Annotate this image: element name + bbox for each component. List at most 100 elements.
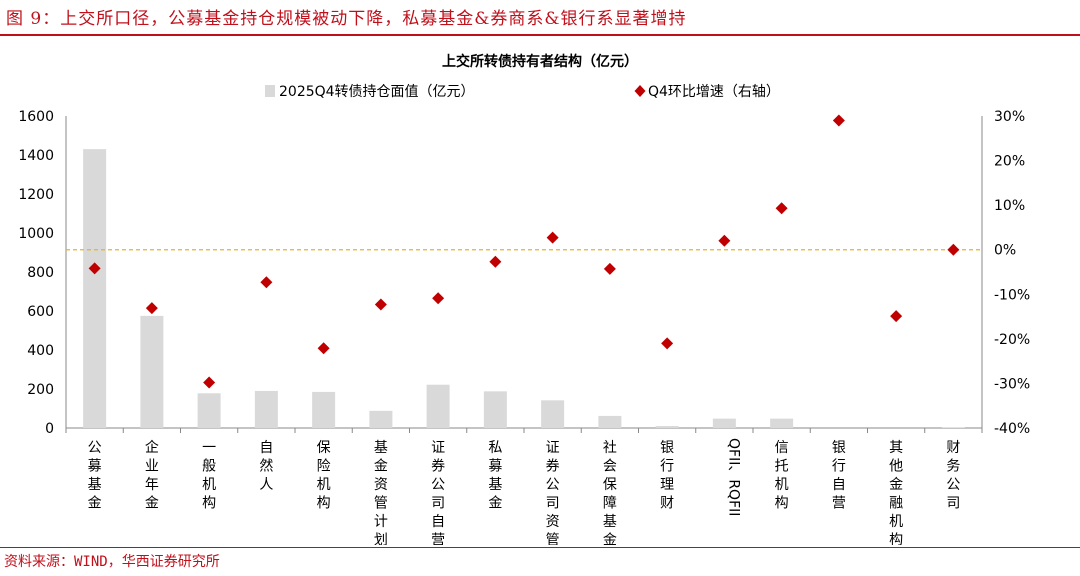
x-category-char: 基 — [603, 513, 617, 530]
bar — [426, 384, 450, 428]
marker-point — [718, 234, 731, 247]
x-category-char: 私 — [488, 440, 502, 456]
x-category-char: 企 — [145, 439, 159, 456]
bar — [712, 418, 736, 428]
x-category-char: 划 — [374, 533, 388, 546]
x-category-char: 募 — [88, 459, 102, 475]
x-category-char: 基 — [374, 439, 388, 456]
x-category-char: 融 — [889, 496, 903, 512]
y-right-tick-label: -40% — [994, 421, 1030, 437]
y-left-tick-label: 200 — [27, 382, 54, 398]
x-category-char: 司 — [546, 496, 560, 512]
x-category-char: 机 — [317, 477, 331, 493]
y-left-tick-label: 0 — [45, 421, 54, 437]
x-category-char: 公 — [88, 440, 102, 456]
x-category-char: 营 — [431, 533, 445, 546]
x-category-char: 司 — [431, 496, 445, 512]
bar — [140, 315, 164, 428]
x-category-char: 构 — [775, 496, 789, 512]
marker-point — [260, 276, 273, 289]
y-left-tick-label: 1600 — [18, 109, 54, 125]
bar — [598, 415, 622, 428]
marker-point — [432, 292, 445, 305]
y-left-tick-label: 1000 — [18, 226, 54, 242]
marker-point — [890, 310, 903, 323]
x-category-char: 托 — [775, 459, 789, 475]
bar — [770, 418, 794, 428]
x-category-char: 行 — [660, 459, 674, 475]
x-category-char: 年 — [145, 477, 159, 493]
x-category-char: 业 — [145, 459, 159, 475]
y-left-tick-label: 600 — [27, 304, 54, 320]
x-category-char: 公 — [546, 477, 560, 493]
x-category-char: 银 — [660, 440, 674, 456]
x-category-char: 行 — [832, 459, 846, 475]
bar — [369, 410, 393, 428]
x-category-char: 自 — [431, 514, 445, 530]
chart-title: 上交所转债持有者结构（亿元） — [442, 53, 638, 70]
x-category-char: 券 — [431, 459, 445, 475]
x-category-char: 险 — [317, 459, 331, 475]
marker-series — [88, 114, 960, 389]
y-right-tick-label: -10% — [994, 287, 1030, 303]
bar — [655, 426, 679, 428]
y-left-tick-label: 1200 — [18, 187, 54, 203]
marker-point — [317, 342, 330, 355]
x-category-char: 管 — [546, 533, 560, 546]
x-category-char: 营 — [832, 496, 846, 512]
x-category-char: 机 — [202, 477, 216, 493]
x-category-char: 社 — [603, 440, 617, 456]
x-category-char: 司 — [946, 496, 960, 512]
x-category-char: 计 — [374, 514, 388, 530]
x-category-char: 财 — [946, 440, 960, 456]
x-category-char: 金 — [88, 496, 102, 512]
x-category-char: 构 — [317, 496, 331, 512]
y-right-tick-label: 30% — [994, 109, 1025, 125]
marker-point — [489, 255, 502, 268]
x-category-char: 然 — [259, 458, 273, 475]
y-right-tick-label: 10% — [994, 198, 1025, 214]
marker-point — [947, 243, 960, 256]
x-category-char: 公 — [431, 477, 445, 493]
x-category-char: 金 — [889, 477, 903, 493]
x-category-label: 公募基金 — [88, 440, 102, 512]
y-right-tick-label: 0% — [994, 243, 1016, 259]
x-category-char: 资 — [546, 514, 560, 530]
bar — [197, 393, 221, 428]
x-category-char: 资 — [374, 477, 388, 493]
y-axis-labels: 0 200 400 600 800 1000 1200 1400 1600 -40% -30% -20… — [18, 109, 1030, 437]
x-category-char: 证 — [431, 440, 445, 456]
x-category-char: 构 — [202, 496, 216, 512]
y-left-tick-label: 400 — [27, 343, 54, 359]
x-axis-labels: 公募基金企业年金一般机构自然人保险机构基金资管计划证券公司自营私募基金证券公司资… — [88, 438, 961, 545]
x-category-char: 自 — [832, 477, 846, 493]
x-category-char: 会 — [603, 459, 617, 475]
x-category-label: 私募基金 — [488, 440, 502, 512]
x-category-char: 财 — [660, 496, 674, 512]
legend-swatch-marker — [634, 85, 646, 97]
source-note: 资料来源：WIND，华西证券研究所 — [4, 554, 220, 570]
y-right-tick-label: -30% — [994, 376, 1030, 392]
x-category-label: QFII、RQFII — [725, 438, 741, 516]
axes — [65, 116, 983, 433]
legend-label-bar: 2025Q4转债持仓面值（亿元） — [279, 84, 475, 100]
bar — [254, 390, 278, 428]
x-category-char: 机 — [889, 514, 903, 530]
x-category-char: 公 — [946, 477, 960, 493]
x-category-char: 构 — [889, 533, 903, 546]
marker-point — [661, 337, 674, 350]
x-category-char: 银 — [832, 440, 846, 456]
x-category-char: 理 — [660, 477, 674, 493]
x-category-char: 募 — [488, 459, 502, 475]
x-category-char: 金 — [145, 496, 159, 512]
x-category-char: 券 — [546, 459, 560, 475]
x-category-char: 务 — [946, 459, 960, 475]
